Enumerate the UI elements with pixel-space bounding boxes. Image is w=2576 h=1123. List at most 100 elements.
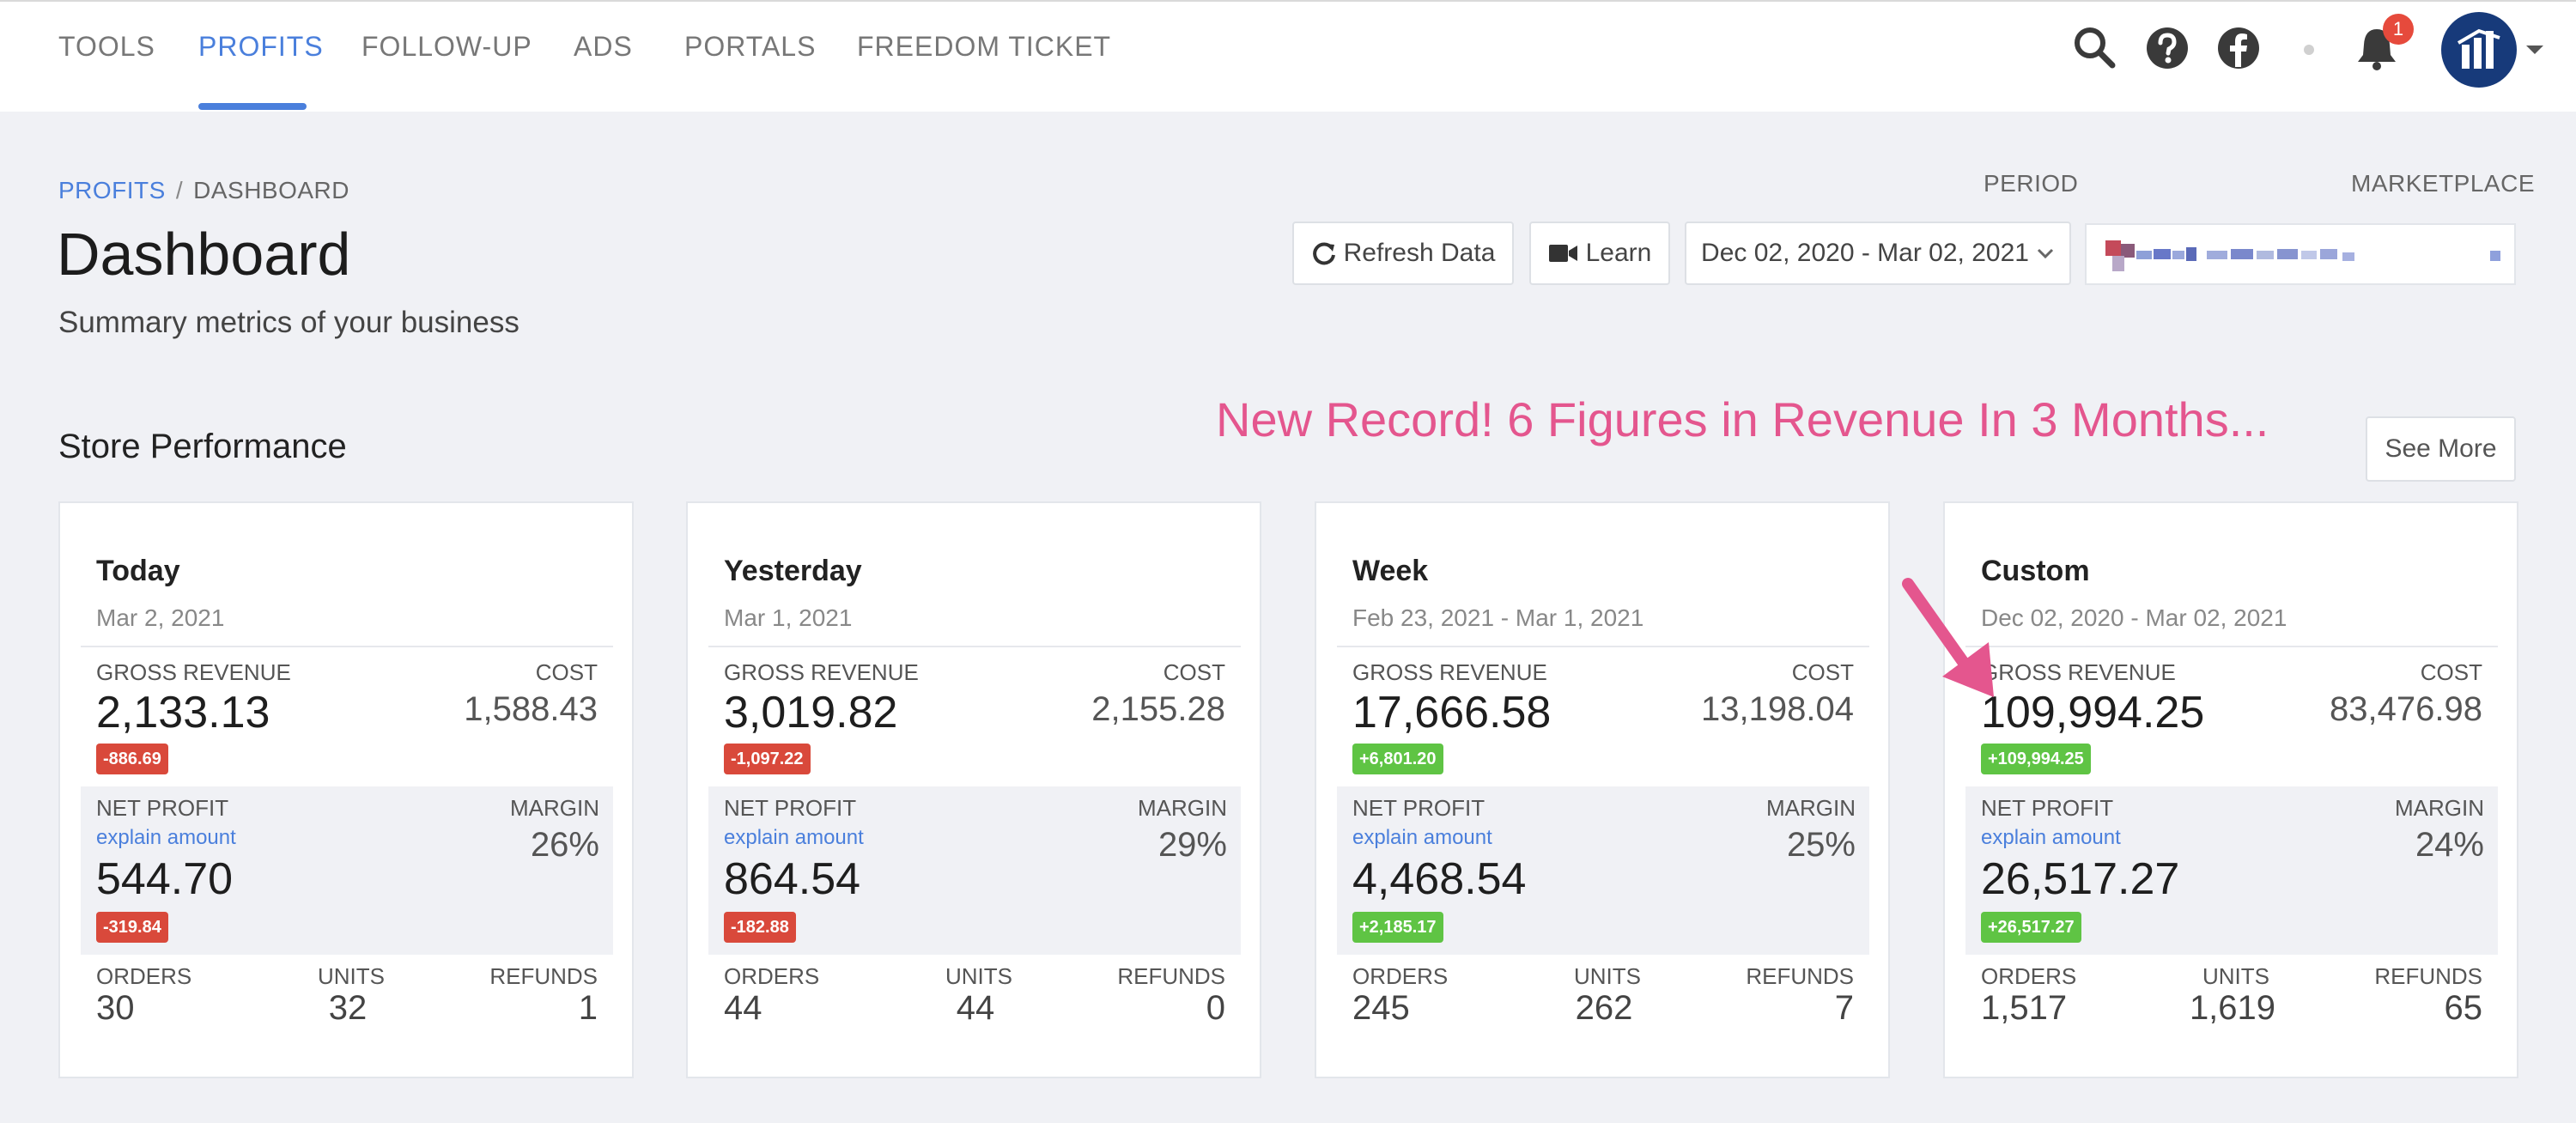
- net-profit-block: NET PROFIT MARGIN explain amount 26% 544…: [81, 786, 613, 955]
- nav-tab-tools[interactable]: TOOLS: [58, 31, 155, 62]
- divider: [708, 646, 1241, 647]
- divider: [1337, 646, 1869, 647]
- refunds-label: REFUNDS: [489, 963, 598, 989]
- metric-card-week: Week Feb 23, 2021 - Mar 1, 2021 GROSS RE…: [1315, 501, 1890, 1078]
- notification-badge: 1: [2383, 14, 2414, 45]
- revenue-delta-badge: -886.69: [96, 744, 168, 774]
- revenue-delta-badge: +109,994.25: [1981, 744, 2091, 774]
- margin-value: 25%: [1786, 826, 1856, 864]
- units-value: 44: [956, 989, 995, 1027]
- facebook-icon[interactable]: [2213, 22, 2264, 74]
- units-value: 32: [328, 989, 368, 1027]
- card-title: Today: [96, 555, 180, 587]
- card-date: Mar 1, 2021: [724, 604, 853, 631]
- net-profit-label: NET PROFIT: [96, 795, 229, 821]
- units-label: UNITS: [318, 963, 385, 989]
- net-profit-label: NET PROFIT: [724, 795, 857, 821]
- units-value: 1,619: [2189, 989, 2276, 1027]
- nav-tab-portals[interactable]: PORTALS: [684, 31, 817, 62]
- margin-value: 29%: [1157, 826, 1227, 864]
- explain-amount-link[interactable]: explain amount: [96, 826, 236, 849]
- refresh-icon: [1312, 242, 1335, 265]
- top-nav: TOOLS PROFITS FOLLOW-UP ADS PORTALS FREE…: [0, 0, 2576, 112]
- refresh-data-label: Refresh Data: [1343, 239, 1496, 267]
- refunds-value: 0: [1206, 989, 1225, 1027]
- breadcrumb-separator: /: [175, 177, 184, 203]
- period-value: Dec 02, 2020 - Mar 02, 2021: [1701, 239, 2029, 267]
- profit-delta-badge: -182.88: [724, 912, 796, 943]
- refunds-value: 1: [578, 989, 598, 1027]
- learn-label: Learn: [1585, 239, 1652, 267]
- orders-label: ORDERS: [1352, 963, 1449, 989]
- orders-label: ORDERS: [724, 963, 820, 989]
- units-value: 262: [1575, 989, 1633, 1027]
- cost-label: COST: [1163, 659, 1225, 685]
- gross-revenue-label: GROSS REVENUE: [96, 659, 291, 685]
- net-profit-block: NET PROFIT MARGIN explain amount 29% 864…: [708, 786, 1241, 955]
- card-date: Dec 02, 2020 - Mar 02, 2021: [1981, 604, 2287, 631]
- gross-revenue-value: 3,019.82: [724, 688, 898, 738]
- page-title: Dashboard: [57, 221, 351, 288]
- margin-label: MARGIN: [510, 795, 599, 821]
- see-more-button[interactable]: See More: [2366, 416, 2516, 482]
- nav-tab-freedom-ticket[interactable]: FREEDOM TICKET: [857, 31, 1112, 62]
- cost-label: COST: [1791, 659, 1854, 685]
- blurred-marketplace-image: [2105, 240, 2500, 271]
- learn-button[interactable]: Learn: [1529, 222, 1670, 285]
- breadcrumb-current: DASHBOARD: [193, 177, 349, 203]
- avatar[interactable]: [2441, 12, 2517, 88]
- gross-revenue-value: 2,133.13: [96, 688, 270, 738]
- nav-tab-profits[interactable]: PROFITS: [198, 31, 324, 62]
- gross-revenue-label: GROSS REVENUE: [1352, 659, 1547, 685]
- refunds-value: 7: [1834, 989, 1854, 1027]
- net-profit-label: NET PROFIT: [1981, 795, 2114, 821]
- net-profit-value: 26,517.27: [1981, 854, 2180, 904]
- separator-dot: [2304, 45, 2314, 55]
- nav-tab-follow-up[interactable]: FOLLOW-UP: [361, 31, 532, 62]
- explain-amount-link[interactable]: explain amount: [1981, 826, 2121, 849]
- refunds-label: REFUNDS: [2374, 963, 2482, 989]
- metric-card-custom: Custom Dec 02, 2020 - Mar 02, 2021 GROSS…: [1943, 501, 2518, 1078]
- cost-label: COST: [535, 659, 598, 685]
- metric-card-today: Today Mar 2, 2021 GROSS REVENUE COST 2,1…: [58, 501, 634, 1078]
- net-profit-block: NET PROFIT MARGIN explain amount 24% 26,…: [1965, 786, 2498, 955]
- period-select[interactable]: Dec 02, 2020 - Mar 02, 2021: [1685, 222, 2071, 285]
- margin-label: MARGIN: [1138, 795, 1227, 821]
- help-icon[interactable]: [2142, 22, 2193, 74]
- page-subtitle: Summary metrics of your business: [58, 306, 519, 339]
- chevron-down-icon[interactable]: [2524, 43, 2545, 57]
- profit-delta-badge: +2,185.17: [1352, 912, 1443, 943]
- cost-value: 2,155.28: [1091, 690, 1225, 728]
- explain-amount-link[interactable]: explain amount: [724, 826, 864, 849]
- orders-label: ORDERS: [1981, 963, 2077, 989]
- card-date: Mar 2, 2021: [96, 604, 225, 631]
- gross-revenue-value: 109,994.25: [1981, 688, 2205, 738]
- profit-delta-badge: -319.84: [96, 912, 168, 943]
- refunds-label: REFUNDS: [1117, 963, 1225, 989]
- promo-annotation: New Record! 6 Figures in Revenue In 3 Mo…: [1216, 392, 2269, 446]
- video-camera-icon: [1548, 245, 1577, 262]
- orders-value: 30: [96, 989, 135, 1027]
- divider: [81, 646, 613, 647]
- active-tab-indicator: [198, 103, 307, 110]
- card-title: Yesterday: [724, 555, 862, 587]
- orders-value: 245: [1352, 989, 1410, 1027]
- units-label: UNITS: [1574, 963, 1641, 989]
- marketplace-select[interactable]: [2085, 223, 2516, 285]
- cost-label: COST: [2420, 659, 2482, 685]
- explain-amount-link[interactable]: explain amount: [1352, 826, 1492, 849]
- search-icon[interactable]: [2069, 22, 2121, 74]
- margin-value: 24%: [2415, 826, 2484, 864]
- cost-value: 1,588.43: [464, 690, 598, 728]
- revenue-delta-badge: -1,097.22: [724, 744, 811, 774]
- divider: [1965, 646, 2498, 647]
- orders-value: 44: [724, 989, 762, 1027]
- margin-value: 26%: [530, 826, 599, 864]
- net-profit-value: 864.54: [724, 854, 861, 904]
- net-profit-block: NET PROFIT MARGIN explain amount 25% 4,4…: [1337, 786, 1869, 955]
- avatar-logo-icon: [2457, 28, 2500, 69]
- nav-tab-ads[interactable]: ADS: [574, 31, 633, 62]
- refresh-data-button[interactable]: Refresh Data: [1292, 222, 1514, 285]
- breadcrumb-link-profits[interactable]: PROFITS: [58, 177, 166, 203]
- net-profit-value: 544.70: [96, 854, 234, 904]
